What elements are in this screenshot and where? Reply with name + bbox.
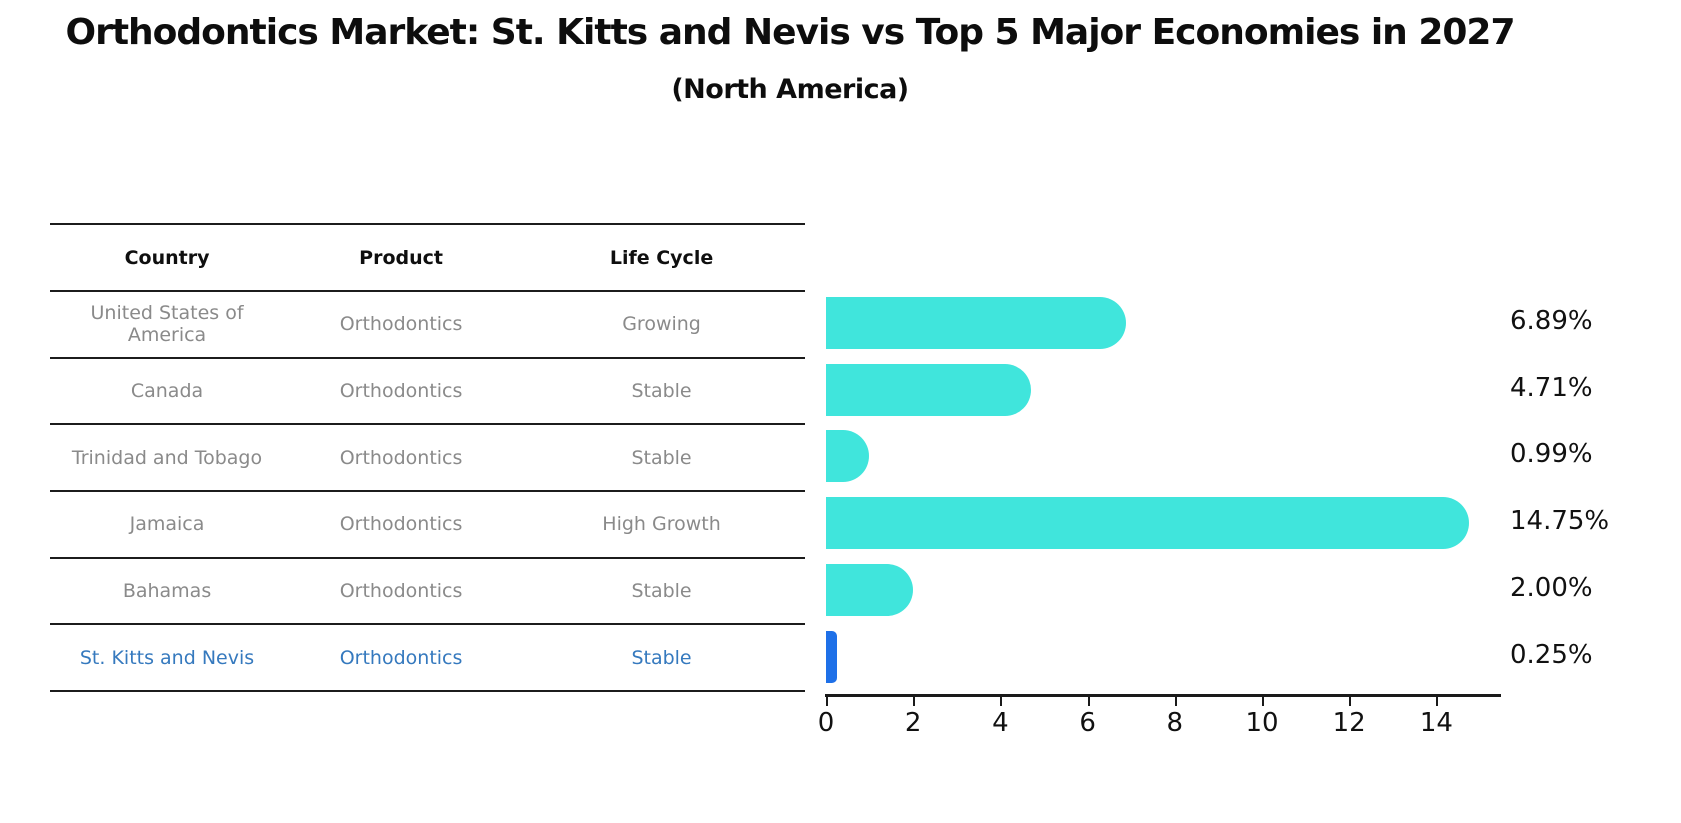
x-axis-tick: [1436, 697, 1439, 706]
x-axis-tick-label: 4: [992, 708, 1009, 738]
x-axis-tick-label: 8: [1166, 708, 1184, 738]
cell-country: Trinidad and Tobago: [71, 446, 263, 469]
column-header-country: Country: [124, 246, 210, 269]
column-header-product: Product: [359, 246, 443, 269]
x-axis-tick: [1000, 697, 1003, 706]
cell-life-cycle: Stable: [631, 580, 692, 603]
x-axis-tick: [1174, 697, 1177, 706]
x-axis-line: [825, 694, 1501, 697]
cell-country: Jamaica: [129, 513, 205, 536]
chart-title: Orthodontics Market: St. Kitts and Nevis…: [65, 12, 1515, 53]
table-row: Trinidad and Tobago Orthodontics Stable: [50, 425, 805, 493]
value-label: 0.25%: [1510, 639, 1593, 670]
x-axis-tick-label: 6: [1079, 708, 1096, 738]
value-label: 6.89%: [1510, 306, 1593, 336]
x-axis-tick: [1262, 697, 1264, 706]
value-label: 0.99%: [1510, 439, 1593, 470]
cell-country: Canada: [130, 380, 204, 403]
bar-st-kitts-and-nevis: [826, 630, 837, 683]
cell-country: St. Kitts and Nevis: [79, 646, 255, 669]
cell-product: Orthodontics: [339, 446, 463, 469]
cell-life-cycle: Growing: [622, 313, 701, 336]
x-axis-tick-label: 2: [904, 708, 922, 738]
column-header-life-cycle: Life Cycle: [609, 246, 714, 269]
bar-bahamas: [826, 563, 914, 616]
bar-united-states: [826, 297, 1127, 349]
bar-jamaica: [826, 497, 1470, 550]
table-row: Canada Orthodontics Stable: [50, 359, 805, 426]
table-row: United States of America Orthodontics Gr…: [50, 292, 805, 359]
bar-trinidad-and-tobago: [826, 430, 870, 483]
cell-product: Orthodontics: [339, 580, 463, 603]
table-row: Jamaica Orthodontics High Growth: [50, 492, 805, 559]
x-axis-tick: [913, 697, 916, 706]
x-axis-tick-label: 0: [817, 708, 835, 738]
x-axis-tick-label: 10: [1245, 708, 1279, 738]
cell-life-cycle: Stable: [631, 646, 692, 669]
cell-country: Bahamas: [122, 580, 212, 603]
cell-product: Orthodontics: [339, 380, 463, 403]
table-row-st-kitts-and-nevis: St. Kitts and Nevis Orthodontics Stable: [50, 625, 805, 693]
cell-life-cycle: Stable: [631, 446, 692, 469]
cell-country: United States of America: [90, 302, 244, 347]
cell-product: Orthodontics: [339, 513, 463, 536]
x-axis-tick: [1087, 697, 1090, 706]
market-table: Country Product Life Cycle United States…: [50, 223, 805, 693]
x-axis-tick: [826, 697, 828, 706]
value-label: 2.00%: [1510, 572, 1593, 603]
bar-canada: [826, 363, 1032, 416]
cell-product: Orthodontics: [339, 313, 463, 336]
cell-life-cycle: Stable: [631, 380, 692, 403]
x-axis-tick-label: 12: [1332, 708, 1366, 738]
x-axis-tick-label: 14: [1419, 708, 1453, 738]
table-header-row: Country Product Life Cycle: [50, 223, 805, 292]
x-axis-tick: [1349, 697, 1352, 706]
cell-life-cycle: High Growth: [602, 513, 721, 536]
value-label: 14.75%: [1510, 506, 1610, 537]
chart-subtitle: (North America): [671, 74, 909, 105]
table-row: Bahamas Orthodontics Stable: [50, 559, 805, 626]
value-label: 4.71%: [1510, 372, 1593, 403]
cell-product: Orthodontics: [339, 646, 463, 669]
